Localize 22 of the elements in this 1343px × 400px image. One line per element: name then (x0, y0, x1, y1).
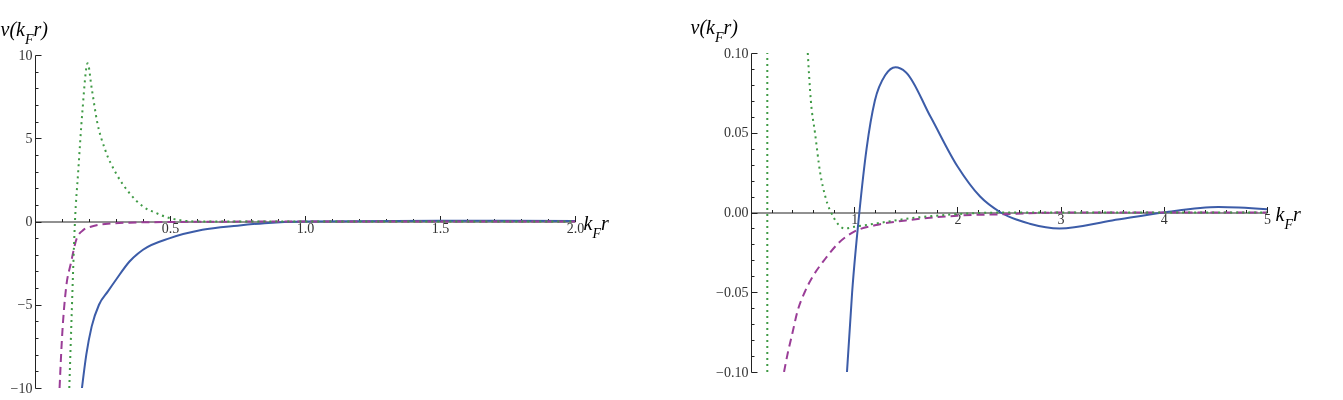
y-tick-label: 0 (25, 214, 33, 229)
y-tick-label: 0.05 (724, 125, 749, 141)
y-axis-title: v(k$_{F}$r) (690, 15, 739, 44)
y-tick-label: −5 (17, 297, 33, 313)
x-tick-label: 0.5 (161, 221, 180, 236)
x-tick-label: 3 (1057, 212, 1065, 227)
y-tick-label: 0.10 (724, 45, 749, 61)
y-tick-label: −0.05 (716, 284, 749, 300)
y-tick-label: 10 (18, 47, 33, 63)
x-tick-label: 1.0 (296, 221, 315, 236)
x-tick-label: 1 (851, 212, 859, 227)
y-tick-label: 5 (25, 130, 33, 146)
x-tick-label: 2.0 (566, 221, 585, 236)
y-tick-label: −0.10 (716, 364, 749, 380)
x-tick-label: 4 (1160, 212, 1168, 227)
y-axis-title: v(k$_{F}$r) (0, 17, 49, 46)
y-tick-label: −10 (10, 380, 33, 396)
x-axis-title: k$_{F}$r (1275, 203, 1301, 232)
x-axis-title: k$_{F}$r (583, 212, 609, 241)
x-tick-label: 5 (1264, 212, 1271, 227)
y-tick-label: 0.00 (724, 205, 749, 220)
x-tick-label: 1.5 (431, 221, 450, 236)
